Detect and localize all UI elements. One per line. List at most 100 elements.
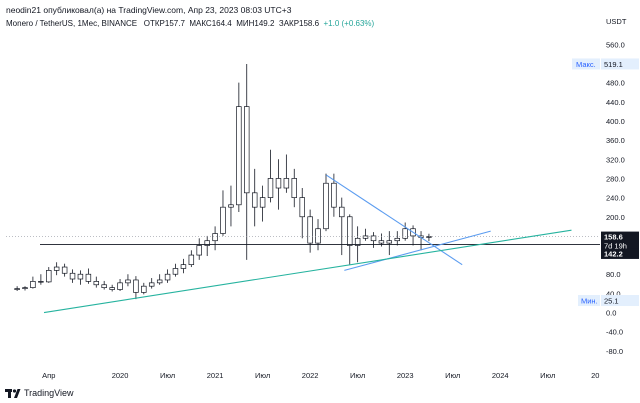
candle-body (148, 282, 155, 287)
candle-body (378, 240, 385, 244)
x-tick-label: Июл (255, 371, 270, 380)
min-label-bg (578, 295, 600, 307)
y-tick-label: 200.0 (606, 213, 625, 222)
y-tick-label: 360.0 (606, 136, 625, 145)
drawings[interactable] (6, 174, 600, 314)
footer: TradingView (0, 384, 640, 403)
candle-body (141, 285, 147, 293)
x-tick-label: 2024 (492, 371, 509, 380)
candle-body (133, 279, 139, 293)
y-tick-label: 240.0 (606, 194, 625, 203)
max-label: Макс. (576, 60, 596, 69)
candle-body (46, 270, 52, 283)
min-label: Мин. (581, 297, 598, 306)
candle-body (402, 228, 408, 239)
candle-body (93, 281, 100, 286)
candle-body (331, 182, 337, 208)
level-value-label: 142.2 (604, 249, 623, 258)
candle-body (394, 237, 401, 242)
y-tick-label: 80.0 (606, 270, 621, 279)
candle-body (125, 279, 131, 284)
candle-body (275, 178, 282, 189)
candle-body (370, 235, 377, 242)
candle-body (188, 254, 195, 265)
candle-body (69, 272, 76, 280)
candle-body (204, 240, 210, 246)
candle-body (362, 235, 369, 239)
x-tick-label: 2020 (112, 371, 129, 380)
open-value: ОТКР157.7 (143, 19, 185, 28)
x-tick-label: Июл (540, 371, 555, 380)
y-tick-label: 320.0 (606, 155, 625, 164)
candle-body (164, 273, 171, 281)
tradingview-logo-icon[interactable] (5, 388, 21, 399)
symbol-name[interactable]: Monero / TetherUS, 1Мес, BINANCE (6, 19, 138, 28)
candle-body (228, 204, 234, 208)
candle-body (244, 106, 250, 194)
y-tick-label: -80.0 (606, 347, 623, 356)
candle-body (251, 192, 258, 208)
y-tick-label: 480.0 (606, 79, 625, 88)
candle-body (347, 216, 353, 246)
candle-body (109, 287, 115, 290)
candle-body (196, 245, 202, 256)
candle-body (259, 197, 266, 208)
chart-header: neodin21 опубликовал(а) на TradingView.c… (0, 0, 640, 28)
last-price-bg (601, 231, 639, 251)
x-tick-label: Июл (160, 371, 175, 380)
change-value: +1.0 (+0.63%) (323, 19, 375, 28)
candle-body (299, 197, 305, 218)
x-tick-label: 2022 (302, 371, 319, 380)
x-tick-label: 2021 (207, 371, 224, 380)
candle-body (85, 273, 92, 282)
y-tick-label: 40.0 (606, 289, 621, 298)
y-tick-label: 0.0 (606, 309, 616, 318)
candle-body (220, 206, 226, 234)
candle-body (77, 273, 84, 280)
candle-body (354, 237, 361, 246)
low-value: МИН149.2 (236, 19, 275, 28)
candle-body (323, 182, 329, 230)
x-tick-label: Июл (445, 371, 460, 380)
y-tick-label: 400.0 (606, 117, 625, 126)
candle-body (267, 178, 274, 198)
candle-body (61, 266, 68, 274)
candle-body (30, 281, 36, 288)
candle-body (53, 266, 60, 271)
candle-body (156, 279, 163, 284)
x-tick-label: Апр (42, 371, 55, 380)
candle-body (14, 288, 20, 290)
candle-body (283, 178, 290, 189)
candle-body (386, 240, 393, 244)
level-value-bg (601, 248, 639, 259)
candle-body (101, 284, 107, 288)
brand-name[interactable]: TradingView (24, 388, 74, 398)
y-tick-label: 440.0 (606, 98, 625, 107)
last-price-label: 158.6 (604, 233, 623, 242)
candle-body (291, 178, 297, 198)
candle-body (212, 233, 218, 242)
candle-body (315, 228, 321, 244)
max-value: 519.1 (604, 60, 623, 69)
high-value: МАКС164.4 (189, 19, 232, 28)
x-axis: Апр 2020 Июл 2021 Июл 2022 Июл 2023 Июл 2024 Июл 20 (42, 371, 599, 380)
currency-label: USDT (606, 17, 627, 26)
x-tick-label: 2023 (397, 371, 414, 380)
max-value-bg (601, 58, 639, 70)
symbol-line: Monero / TetherUS, 1Мес, BINANCE ОТКР157… (6, 19, 374, 28)
trend-line (43, 229, 572, 314)
candle-body (236, 106, 242, 206)
y-axis: -80.0-40.00.040.080.0120.0160.0200.0240.… (606, 40, 625, 355)
close-value: ЗАКР158.6 (278, 19, 320, 28)
countdown-label: 7d 19h (604, 242, 627, 251)
candle-body (180, 264, 187, 269)
min-value: 25.1 (604, 297, 619, 306)
candle-body (172, 268, 179, 275)
candle-body (38, 281, 44, 283)
candle-body (426, 236, 432, 238)
y-tick-label: 280.0 (606, 174, 625, 183)
min-value-bg (601, 295, 639, 307)
candle-body (339, 206, 345, 218)
